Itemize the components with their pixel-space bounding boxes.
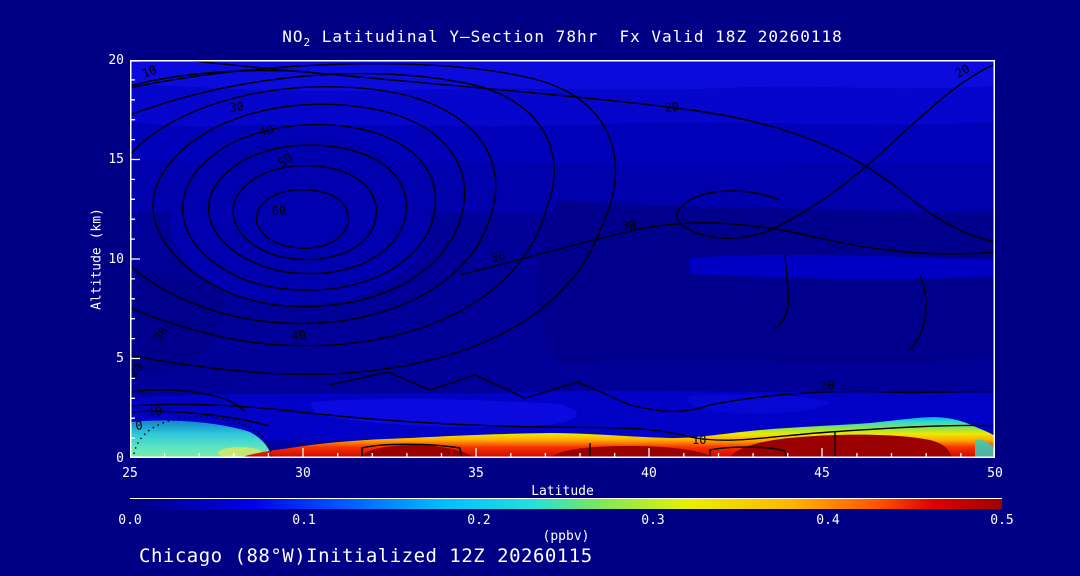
x-tick-label: 25 [122,466,138,481]
x-axis-label: Latitude [531,484,594,499]
contour-label: 40 [291,328,307,343]
contour-label: 20 [664,100,680,115]
y-tick-label: 20 [108,53,124,68]
footer-text: Chicago (88°W)Initialized 12Z 20260115 [139,545,593,567]
contour-label: 30 [228,99,244,115]
contour-label: 30 [621,218,636,233]
contour-label: 60 [271,203,286,218]
contour-label: 20 [819,378,834,393]
contour-plot: 10 30 40 50 60 20 20 30 30 30 20 40 20 1… [130,60,995,458]
colorbar-axis-line [130,498,1002,499]
contour-label: 10 [140,63,158,81]
title-subscript: 2 [303,36,312,49]
contour-label: 10 [147,404,162,419]
contour-label: 0 [134,418,143,433]
x-tick-label: 45 [814,466,830,481]
x-tick-label: 50 [987,466,1003,481]
colorbar-tick-label: 0.5 [990,513,1014,528]
contour-label: 30 [490,248,507,265]
colorbar-tick-label: 0.1 [292,513,316,528]
colorbar [130,499,1002,509]
x-tick-label: 35 [468,466,484,481]
y-tick-label: 10 [108,252,124,267]
y-tick-label: 15 [108,152,124,167]
filled-contours [130,60,995,458]
contour-label: 20 [953,62,972,81]
x-tick-label: 30 [295,466,311,481]
contour-label: 10 [692,433,706,447]
title-rest: Latitudinal Y–Section 78hr Fx Valid 18Z … [311,27,843,46]
colorbar-tick-label: 0.3 [641,513,665,528]
contour-lines [130,60,995,458]
colorbar-unit-label: (ppbv) [542,529,590,544]
colorbar-tick-label: 0.2 [467,513,491,528]
plot-title: NO2 Latitudinal Y–Section 78hr Fx Valid … [130,27,995,49]
x-tick-label: 40 [641,466,657,481]
colorbar-tick-label: 0.0 [118,513,142,528]
title-species: NO [282,27,304,46]
y-tick-label: 0 [116,451,124,466]
colorbar-tick-label: 0.4 [816,513,840,528]
y-tick-label: 5 [116,351,124,366]
contour-label: 30 [151,324,171,344]
plot-frame [130,60,995,458]
contour-label: 40 [258,122,275,139]
